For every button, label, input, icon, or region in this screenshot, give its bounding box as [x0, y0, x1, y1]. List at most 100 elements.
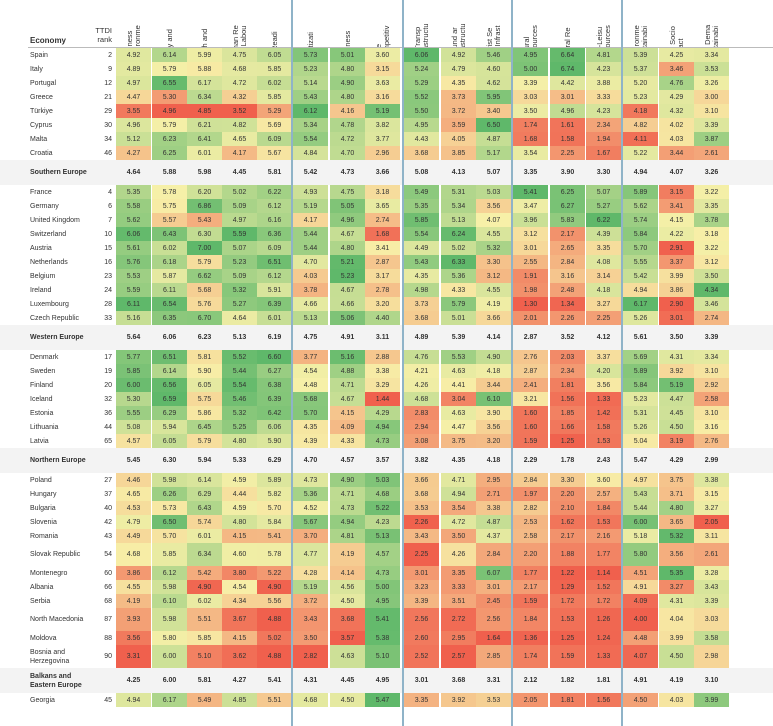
score-cell-tts: 4.31	[659, 350, 694, 364]
score-cell-saf: 6.30	[162, 457, 177, 464]
score-cell-nat: 3.03	[513, 90, 548, 104]
score-cell-nonl: 4.18	[586, 283, 621, 297]
score-cell-cul: 1.81	[550, 693, 585, 707]
score-cell-env: 5.62	[623, 199, 658, 213]
score-cell-saf: 6.02	[152, 241, 187, 255]
score-cell-saf: 6.00	[162, 677, 177, 684]
table-row: Romania 43 4.49 5.70 6.01 4.15 5.41 3.70 4.81 5.1…	[0, 529, 773, 543]
score-cell-ope: 4.72	[330, 132, 365, 146]
score-cell-prc: 3.11	[375, 334, 390, 341]
score-cell-bus: 3.93	[116, 608, 151, 631]
table-row: Netherlands 16 5.76 6.18 5.79 5.23 6.51 4.70 5.2…	[0, 255, 773, 269]
score-cell-ope: 4.19	[330, 543, 365, 566]
score-cell-hea: 6.02	[187, 594, 222, 608]
score-cell-nat: 1.74	[513, 645, 548, 668]
score-cell-hea: 4.90	[187, 580, 222, 594]
table-row: Germany 6 5.58 5.75 6.86 5.09 6.12 5.19 5.05 3.65…	[0, 199, 773, 213]
score-cell-hea: 6.05	[187, 378, 222, 392]
score-cell-pri: 3.77	[293, 350, 328, 364]
score-cell-bus: 5.55	[116, 406, 151, 420]
score-cell-tts: 3.37	[659, 255, 694, 269]
score-cell-ttd: 3.58	[694, 631, 729, 645]
score-cell-tts: 2.90	[659, 297, 694, 311]
score-cell-pri: 5.68	[293, 392, 328, 406]
score-cell-prc: 5.00	[365, 580, 400, 594]
score-cell-tts: 4.32	[659, 104, 694, 118]
economy-name: Finland	[30, 381, 53, 389]
score-cell-cul: 1.82	[560, 677, 575, 684]
score-cell-nonl: 4.23	[586, 104, 621, 118]
score-cell-hum: 5.25	[222, 420, 257, 434]
ttdi-rank: 9	[108, 65, 112, 73]
score-cell-gro: 4.79	[441, 62, 476, 76]
score-cell-saf: 6.18	[152, 255, 187, 269]
score-cell-cul: 6.64	[550, 48, 585, 62]
score-cell-hum: 3.80	[222, 566, 257, 580]
score-cell-air: 3.43	[404, 529, 439, 543]
score-cell-tts: 3.41	[659, 199, 694, 213]
score-cell-bus: 5.53	[116, 269, 151, 283]
score-cell-hum: 5.09	[222, 269, 257, 283]
ttdi-rank: 29	[104, 107, 112, 115]
score-cell-tou: 3.40	[476, 104, 511, 118]
score-cell-cul: 5.83	[550, 213, 585, 227]
score-cell-hea: 6.23	[197, 334, 212, 341]
score-cell-ope: 4.88	[330, 364, 365, 378]
score-cell-saf: 5.94	[152, 420, 187, 434]
score-cell-pri: 5.54	[293, 132, 328, 146]
score-cell-ope: 4.16	[330, 104, 365, 118]
score-cell-ttd: 3.78	[694, 213, 729, 227]
score-cell-nonl: 1.42	[586, 406, 621, 420]
score-cell-air: 2.52	[404, 645, 439, 668]
score-cell-saf: 6.56	[152, 378, 187, 392]
score-cell-cul: 4.42	[550, 76, 585, 90]
column-header-label: Safety and	[164, 29, 174, 48]
table-row: Georgia 45 4.94 6.17 5.49 4.85 5.51 4.68 4.50 5.4…	[0, 693, 773, 707]
score-cell-cul: 3.90	[560, 169, 575, 176]
score-cell-tou: 5.46	[476, 48, 511, 62]
score-cell-hum: 4.82	[222, 118, 257, 132]
score-cell-air: 4.68	[404, 392, 439, 406]
score-cell-tts: 4.31	[659, 594, 694, 608]
score-cell-hum: 3.67	[222, 608, 257, 631]
score-cell-hum: 5.07	[222, 241, 257, 255]
column-header-ttd: T&T Dema Sustainabi	[694, 0, 729, 48]
score-cell-tou: 6.50	[476, 118, 511, 132]
score-cell-prc: 3.82	[365, 118, 400, 132]
score-cell-nat: 2.12	[523, 677, 538, 684]
score-cell-ict: 5.91	[257, 283, 292, 297]
score-cell-air: 4.49	[404, 241, 439, 255]
score-cell-env: 5.74	[623, 213, 658, 227]
score-cell-bus: 4.46	[116, 473, 151, 487]
score-cell-tts: 3.15	[659, 185, 694, 199]
score-cell-ttd: 3.46	[694, 297, 729, 311]
group-separator	[291, 0, 293, 726]
table-row: Sweden 19 5.85 6.14 5.90 5.44 6.27 4.54 4.88 3.38…	[0, 364, 773, 378]
economy-name: Portugal	[30, 79, 57, 87]
score-cell-tou: 3.20	[476, 434, 511, 448]
score-cell-pri: 4.35	[293, 420, 328, 434]
score-cell-tou: 4.18	[486, 457, 501, 464]
score-cell-prc: 2.88	[365, 350, 400, 364]
score-cell-hum: 4.59	[222, 501, 257, 515]
score-cell-nonl: 5.07	[586, 185, 621, 199]
score-cell-prc: 4.68	[365, 487, 400, 501]
score-cell-hea: 6.70	[187, 311, 222, 325]
score-cell-saf: 6.23	[152, 132, 187, 146]
score-cell-air: 4.95	[404, 118, 439, 132]
economy-name: Serbia	[30, 597, 51, 605]
score-cell-ttd: 3.00	[694, 90, 729, 104]
column-header-label: Natural Resources	[522, 25, 539, 48]
score-cell-ttd: 3.50	[694, 269, 729, 283]
table-row: Montenegro 60 3.86 6.12 5.42 3.80 5.22 4.28 4.14…	[0, 566, 773, 580]
score-cell-ope: 4.33	[330, 434, 365, 448]
column-header-label: Air Transp Infrastructu	[412, 23, 430, 48]
score-cell-cul: 1.29	[550, 580, 585, 594]
score-cell-prc: 4.94	[365, 420, 400, 434]
score-cell-prc: 3.20	[365, 297, 400, 311]
score-cell-gro: 3.68	[451, 677, 466, 684]
score-cell-ict: 6.36	[257, 227, 292, 241]
score-cell-prc: 5.41	[365, 608, 400, 631]
score-cell-env: 5.42	[623, 269, 658, 283]
score-cell-hea: 5.68	[187, 283, 222, 297]
